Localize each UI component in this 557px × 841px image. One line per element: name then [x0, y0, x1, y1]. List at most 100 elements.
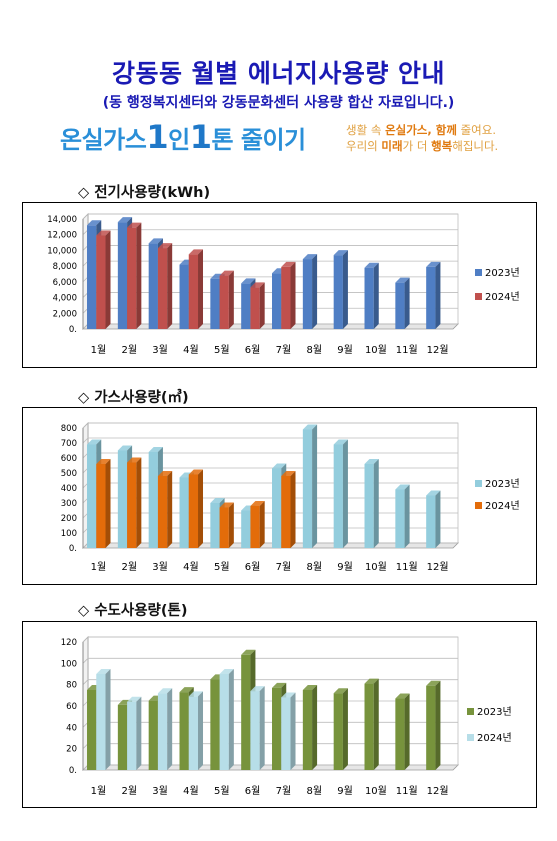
bar-side — [167, 243, 173, 329]
y-tick-label: 2,000 — [53, 309, 77, 319]
bar-top — [281, 261, 296, 267]
bar-2024년-5월 — [219, 270, 234, 329]
legend-label: 2024년 — [485, 500, 520, 512]
bar-top — [87, 220, 102, 226]
y-tick-label: 0. — [69, 544, 77, 554]
bar-front — [157, 248, 168, 329]
x-tick-label: 5월 — [214, 344, 230, 356]
bar-top — [426, 261, 441, 267]
bar-side — [312, 424, 318, 548]
y-tick-label: 40 — [66, 723, 77, 733]
y-tick-label: 500 — [61, 469, 77, 479]
bar-top — [250, 686, 265, 692]
x-tick-label: 11월 — [396, 344, 418, 356]
bar-front — [210, 503, 220, 548]
chart-panel-electric: 0. 2,000 4,000 6,000 8,000 10,000 12,000 14,000… — [22, 202, 537, 368]
slogan-side-1b: 온실가스, 함께 — [385, 123, 457, 137]
x-tick-label: 9월 — [337, 785, 353, 797]
chart-water: 0. 20 40 60 80 100 120 1월 2월 3월 4월 5월 6월 7월 8월 9월 10월 11월… — [61, 636, 512, 797]
legend-label: 2023년 — [485, 267, 520, 279]
y-tick-label: 100 — [61, 659, 77, 669]
x-tick-label: 6월 — [245, 344, 261, 356]
x-tick-label: 12월 — [427, 785, 449, 797]
bar-2023년-10월 — [364, 262, 379, 329]
bar-front — [127, 701, 137, 770]
bar-side — [198, 249, 204, 329]
bar-front — [188, 474, 199, 548]
section-heading-electric: ◇ 전기사용량(kWh) — [78, 185, 211, 201]
legend-label: 2023년 — [477, 706, 512, 718]
bar-side — [167, 688, 173, 770]
bar-top — [333, 439, 348, 445]
y-tick-label: 80 — [66, 681, 77, 691]
y-tick-label: 60 — [66, 702, 77, 712]
x-tick-label: 9월 — [337, 561, 353, 573]
bar-side — [259, 501, 265, 548]
slogan-side-1a: 생활 속 — [346, 123, 386, 137]
bar-top — [302, 424, 318, 430]
bar-top — [157, 688, 173, 694]
y-tick-label: 120 — [61, 638, 77, 648]
bar-top — [188, 469, 204, 475]
bar-front — [272, 687, 282, 770]
bar-top — [148, 238, 163, 244]
bar-top — [426, 490, 441, 496]
bar-2024년-3월 — [157, 243, 173, 329]
bar-2023년-9월 — [333, 250, 348, 329]
x-tick-label: 12월 — [427, 344, 449, 356]
bar-front — [210, 278, 220, 329]
bar-2024년-4월 — [188, 691, 204, 770]
bar-side — [373, 262, 379, 329]
bar-top — [272, 682, 287, 688]
bar-front — [87, 225, 97, 329]
y-tick-label: 200 — [61, 514, 77, 524]
x-tick-label: 2월 — [121, 785, 137, 797]
y-tick-label: 12,000 — [47, 231, 77, 241]
bar-front — [302, 429, 313, 548]
bar-side — [105, 230, 111, 329]
bar-2024년-4월 — [188, 249, 204, 329]
y-tick-label: 0. — [69, 766, 77, 776]
bar-front — [148, 700, 158, 770]
bar-side — [373, 678, 379, 770]
bar-front — [364, 464, 374, 548]
bar-front — [179, 264, 189, 329]
bar-front — [272, 468, 282, 548]
bar-top — [127, 457, 142, 463]
bar-2024년-6월 — [250, 282, 265, 329]
x-tick-label: 6월 — [245, 785, 261, 797]
bar-top — [157, 471, 173, 476]
y-tick-label: 20 — [66, 745, 77, 755]
gridline — [82, 636, 458, 643]
x-tick-label: 12월 — [427, 561, 449, 573]
bar-2023년-12월 — [426, 680, 441, 770]
bar-top — [157, 243, 173, 249]
bar-top — [179, 687, 194, 693]
bar-front — [302, 690, 313, 770]
bar-top — [87, 439, 102, 445]
slogan-side-2e: 해집니다. — [452, 139, 499, 153]
bar-side — [259, 282, 265, 329]
bar-2023년-11월 — [395, 693, 410, 770]
page-title: 강동동 월별 에너지사용량 안내 — [111, 59, 446, 88]
bar-front — [426, 266, 436, 329]
bar-front — [241, 510, 251, 548]
y-tick-label: 300 — [61, 499, 77, 509]
bar-2024년-1월 — [96, 230, 111, 329]
slogan-number-2: 1 — [189, 118, 212, 156]
chart-panel-gas: 0. 100 200 300 400 500 600 700 800 1월 2월 3월 4월 5월 6월 7월… — [22, 407, 537, 585]
bar-2024년-1월 — [96, 459, 111, 548]
y-tick-label: 14,000 — [47, 215, 77, 225]
legend-label: 2023년 — [485, 478, 520, 490]
bar-front — [117, 222, 128, 329]
slogan-side-1c: 줄여요. — [456, 123, 496, 137]
bar-front — [117, 450, 128, 548]
x-tick-label: 2월 — [121, 561, 137, 573]
bar-top — [364, 459, 379, 464]
bar-2024년-5월 — [219, 669, 234, 770]
slogan-side-line-1: 생활 속 온실가스, 함께 줄여요. — [346, 122, 498, 138]
bar-side — [198, 469, 204, 548]
slogan-banner: 온실가스1인1톤 줄이기 — [60, 118, 306, 156]
slogan-number-1: 1 — [146, 118, 169, 156]
bar-front — [96, 464, 106, 548]
